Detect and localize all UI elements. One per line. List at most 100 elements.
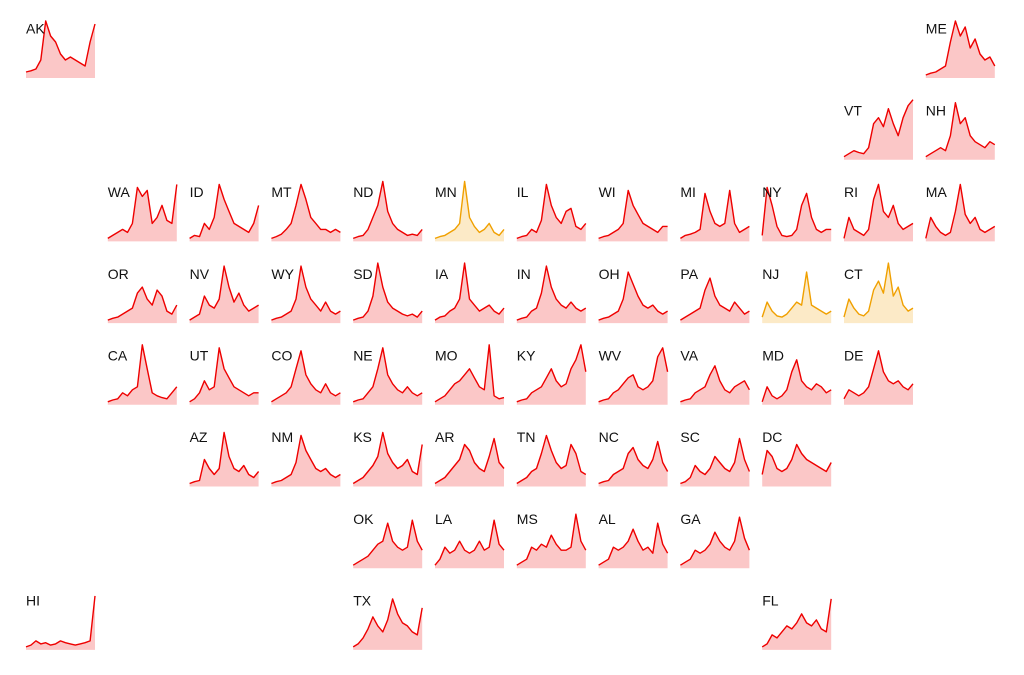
sparkline xyxy=(516,513,587,566)
area-fill xyxy=(435,520,504,569)
sparkline xyxy=(189,265,259,321)
sparkline xyxy=(598,347,669,403)
state-tile: AK xyxy=(25,20,96,78)
area-fill xyxy=(435,344,504,405)
sparkline xyxy=(434,344,505,403)
sparkline xyxy=(598,271,668,321)
sparkline xyxy=(843,99,914,158)
state-tile: NC xyxy=(598,429,669,487)
state-label: PA xyxy=(680,266,698,282)
sparkline xyxy=(680,277,750,321)
sparkline xyxy=(843,183,914,239)
area-fill xyxy=(189,347,259,405)
area-fill xyxy=(516,344,586,405)
state-label: WI xyxy=(599,184,616,200)
area-fill xyxy=(516,184,586,242)
state-label: VT xyxy=(844,102,862,118)
state-tile: MN xyxy=(434,180,505,242)
sparkline xyxy=(271,183,341,240)
sparkline xyxy=(271,350,341,403)
area-fill xyxy=(271,435,341,487)
state-label: OH xyxy=(599,266,620,282)
state-label: LA xyxy=(435,511,453,527)
sparkline xyxy=(516,183,587,240)
state-label: KY xyxy=(517,348,536,364)
state-tile: DC xyxy=(761,429,832,487)
area-fill xyxy=(26,21,95,78)
state-label: MT xyxy=(271,184,292,200)
state-label: TX xyxy=(353,593,372,609)
state-label: ME xyxy=(926,21,947,37)
state-tile: CT xyxy=(843,262,914,324)
state-label: SC xyxy=(680,429,699,445)
state-tile: KY xyxy=(516,344,587,405)
area-fill xyxy=(516,435,586,487)
state-tile: ID xyxy=(189,183,260,242)
area-fill xyxy=(762,444,832,487)
state-tile: TN xyxy=(516,429,587,487)
sparkline xyxy=(598,189,668,240)
area-fill xyxy=(435,438,504,487)
state-label: HI xyxy=(26,593,40,609)
state-tile: AZ xyxy=(189,429,260,487)
state-label: IL xyxy=(517,184,529,200)
sparkline xyxy=(925,183,996,239)
state-tile: WA xyxy=(107,184,178,242)
sparkline xyxy=(25,595,96,648)
state-label: NE xyxy=(353,348,372,364)
state-tile: IL xyxy=(516,183,587,242)
area-fill xyxy=(435,263,504,324)
state-label: WV xyxy=(599,348,622,364)
state-tile: GA xyxy=(680,511,751,569)
state-label: MA xyxy=(926,184,948,200)
state-label: KS xyxy=(353,429,372,445)
area-fill xyxy=(107,184,177,242)
state-label: MO xyxy=(435,348,458,364)
state-tile: CA xyxy=(107,344,178,405)
state-tile: LA xyxy=(434,511,505,569)
sparkline xyxy=(680,365,751,403)
state-tile: OR xyxy=(107,266,178,324)
area-fill xyxy=(516,514,586,569)
sparkline xyxy=(434,262,505,321)
area-fill xyxy=(598,523,668,569)
sparkline xyxy=(352,431,423,485)
state-tile: NV xyxy=(189,265,259,324)
state-label: ND xyxy=(353,184,373,200)
area-fill xyxy=(680,190,750,242)
sparkline xyxy=(189,347,259,403)
state-tile: ME xyxy=(925,20,996,78)
sparkline xyxy=(598,522,669,566)
sparkline xyxy=(107,184,178,239)
state-tile: DE xyxy=(843,348,914,405)
state-label: DC xyxy=(762,429,782,445)
area-fill xyxy=(26,595,95,650)
area-fill xyxy=(598,272,668,324)
state-label: OK xyxy=(353,511,374,527)
sparkline xyxy=(516,434,587,485)
state-tile: NE xyxy=(352,347,423,405)
area-fill xyxy=(762,272,832,324)
state-tile: PA xyxy=(680,266,750,324)
state-tile: NY xyxy=(761,184,832,242)
state-label: UT xyxy=(190,348,209,364)
sparkline xyxy=(107,286,178,321)
state-tile: MO xyxy=(434,344,505,405)
state-label: NJ xyxy=(762,266,779,282)
area-fill xyxy=(844,99,913,160)
area-fill xyxy=(107,287,177,324)
sparkline xyxy=(189,183,260,239)
state-label: AK xyxy=(26,21,45,37)
sparkline xyxy=(761,598,832,648)
area-fill xyxy=(189,432,259,487)
sparkline xyxy=(843,262,914,318)
area-fill xyxy=(925,21,995,78)
area-fill xyxy=(516,266,586,324)
area-fill xyxy=(844,263,913,324)
sparkline xyxy=(516,265,587,321)
sparkline xyxy=(761,271,832,318)
sparkline xyxy=(925,20,996,76)
state-label: OR xyxy=(108,266,129,282)
state-label: SD xyxy=(353,266,372,282)
